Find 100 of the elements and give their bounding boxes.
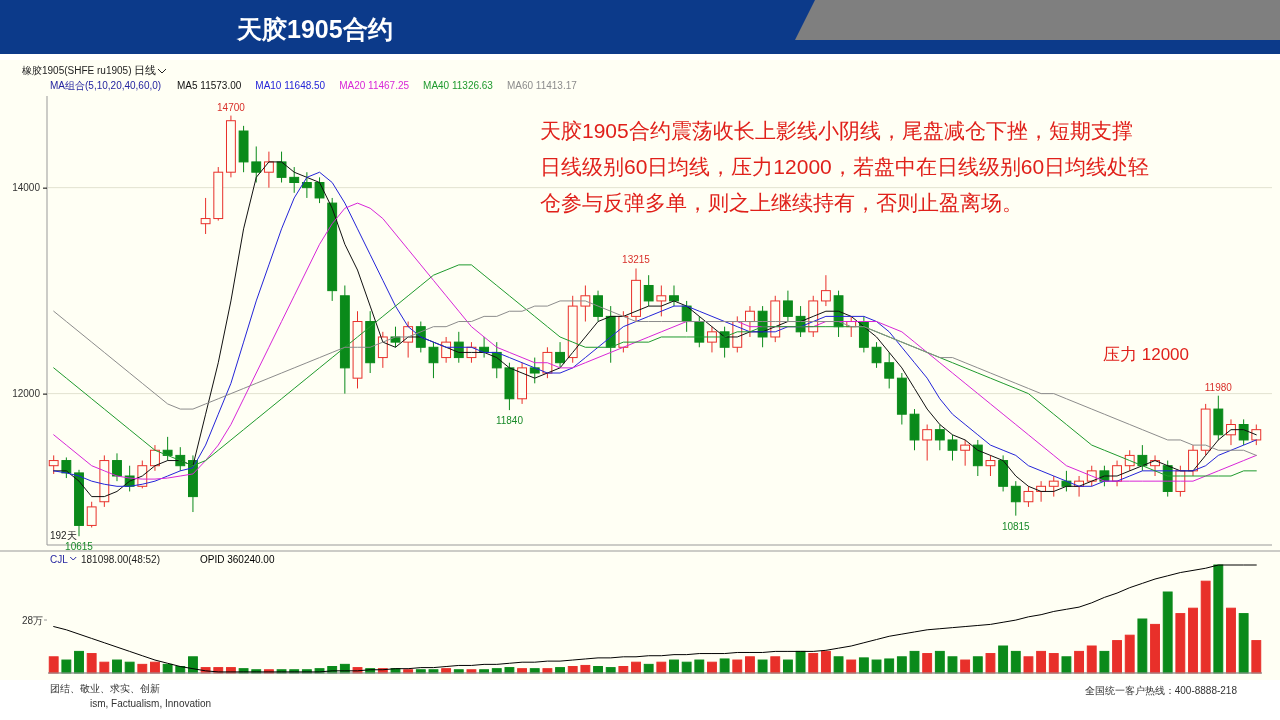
bar bbox=[719, 658, 730, 674]
bar bbox=[745, 656, 755, 674]
bar bbox=[1213, 564, 1224, 674]
candlestick bbox=[1238, 418, 1249, 446]
bar bbox=[947, 656, 958, 674]
annotation: 181098.00(48:52) bbox=[81, 554, 160, 565]
bar bbox=[86, 653, 97, 674]
bar bbox=[1188, 607, 1198, 674]
bar bbox=[1112, 640, 1122, 674]
text: 橡胶1905(SHFE ru1905) bbox=[22, 65, 132, 76]
candlestick bbox=[1048, 475, 1059, 498]
annotation: 10615 bbox=[65, 541, 94, 553]
annotation: 13215 bbox=[622, 254, 651, 266]
bar bbox=[871, 659, 882, 674]
candlestick bbox=[1188, 444, 1198, 477]
text: 28万 bbox=[21, 615, 43, 626]
candlestick bbox=[947, 434, 958, 462]
bar bbox=[833, 656, 844, 674]
candlestick bbox=[960, 439, 971, 467]
candlestick bbox=[972, 439, 983, 477]
candlestick bbox=[112, 452, 122, 482]
bar bbox=[74, 650, 84, 674]
candlestick bbox=[643, 274, 654, 307]
bar bbox=[782, 659, 793, 674]
candlestick bbox=[1023, 485, 1034, 508]
bar bbox=[934, 650, 945, 674]
bar bbox=[1086, 645, 1097, 674]
chart-title: 天胶1905合约 bbox=[236, 15, 393, 43]
bar bbox=[1061, 656, 1072, 674]
bar bbox=[884, 658, 895, 674]
bar bbox=[757, 659, 768, 674]
candlestick bbox=[301, 171, 312, 199]
annotation: CJL bbox=[50, 554, 69, 565]
bar bbox=[112, 659, 122, 674]
text: OPID 360240.00 bbox=[200, 554, 275, 565]
candlestick bbox=[529, 357, 540, 384]
bar bbox=[1162, 591, 1173, 674]
annotation: 14700 bbox=[217, 101, 246, 113]
text: MA5 11573.00 bbox=[177, 80, 242, 91]
candlestick bbox=[694, 315, 705, 348]
candlestick bbox=[922, 424, 933, 462]
y-tick-label: 14000 bbox=[12, 182, 41, 194]
text: MA40 11326.63 bbox=[423, 80, 494, 91]
candlestick bbox=[86, 501, 97, 528]
bar bbox=[820, 650, 831, 674]
candlestick bbox=[782, 290, 793, 323]
bar bbox=[1251, 640, 1262, 674]
bar bbox=[61, 659, 72, 674]
candlestick bbox=[251, 145, 262, 183]
bar bbox=[694, 659, 705, 674]
bar bbox=[795, 650, 806, 674]
candlestick bbox=[884, 351, 895, 389]
candlestick bbox=[871, 341, 882, 369]
bar bbox=[1200, 580, 1211, 674]
annotation: 192天 bbox=[50, 530, 77, 541]
text: 团结、敬业、求实、创新 bbox=[50, 683, 160, 694]
candlestick bbox=[555, 341, 565, 369]
bar bbox=[1010, 650, 1021, 674]
annotation: 11840 bbox=[495, 415, 524, 427]
bar bbox=[909, 650, 920, 674]
bar bbox=[1137, 618, 1148, 674]
bar bbox=[770, 656, 781, 674]
candlestick bbox=[314, 176, 325, 204]
annotation: 11980 bbox=[1204, 381, 1233, 393]
bar bbox=[1023, 656, 1034, 674]
bar bbox=[846, 659, 857, 674]
bar bbox=[985, 653, 996, 674]
bar bbox=[48, 656, 59, 674]
candlestick bbox=[276, 151, 287, 183]
text: MA20 11467.25 bbox=[339, 80, 410, 91]
bar bbox=[972, 656, 983, 674]
candlestick bbox=[820, 274, 831, 307]
candlestick bbox=[745, 305, 755, 338]
text: MA10 11648.50 bbox=[255, 80, 326, 91]
candlestick bbox=[985, 454, 996, 477]
text: 日线 bbox=[134, 64, 156, 76]
bar bbox=[1150, 623, 1160, 674]
bar bbox=[1036, 650, 1047, 674]
text: MA60 11413.17 bbox=[506, 80, 578, 91]
text: 全国统一客户热线：400-8888-218 bbox=[1084, 685, 1238, 696]
candlestick bbox=[1010, 480, 1021, 517]
annotation: 天胶1905合约震荡收长上影线小阴线，尾盘减仓下挫，短期支撑日线级别60日均线，压力12000，若盘中在日线级别60日均线处轻仓参与反弹多单，则之上继续持有，否则止盈离场。 bbox=[540, 119, 1150, 214]
candlestick bbox=[1251, 424, 1262, 446]
bar bbox=[1175, 613, 1186, 674]
bar bbox=[1048, 653, 1059, 674]
bar bbox=[1238, 613, 1249, 674]
candlestick bbox=[669, 284, 679, 307]
bar bbox=[1074, 650, 1085, 674]
candlestick bbox=[428, 341, 439, 379]
text: ism, Factualism, Innovation bbox=[90, 698, 212, 709]
candlestick bbox=[593, 290, 603, 323]
candlestick bbox=[200, 197, 211, 235]
bar bbox=[896, 656, 907, 674]
bar bbox=[922, 653, 933, 674]
y-tick-label: 12000 bbox=[12, 388, 41, 400]
bar bbox=[1226, 607, 1236, 674]
bar bbox=[858, 657, 869, 674]
annotation: 压力 12000 bbox=[1103, 345, 1189, 364]
candlestick bbox=[48, 454, 59, 475]
bar bbox=[808, 653, 819, 674]
